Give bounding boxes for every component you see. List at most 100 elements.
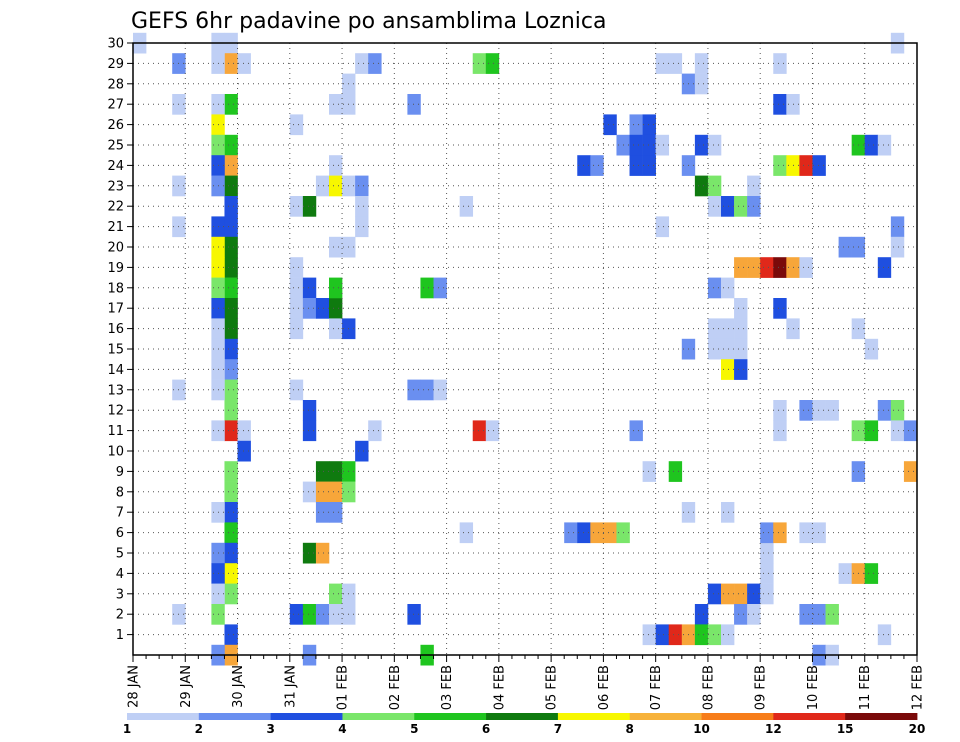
y-tick-label: 13	[107, 383, 124, 398]
heatmap-cell	[407, 379, 421, 401]
heatmap-cell	[864, 338, 879, 360]
legend-swatch	[773, 713, 846, 720]
heatmap-cell	[302, 277, 317, 299]
heatmap-cell	[890, 420, 905, 442]
heatmap-cell	[734, 604, 748, 625]
heatmap-cell	[903, 461, 918, 482]
heatmap-cell	[721, 624, 735, 646]
heatmap-cell	[315, 298, 330, 319]
heatmap-cell	[329, 583, 343, 605]
heatmap-cell	[864, 563, 879, 584]
heatmap-cell	[368, 420, 382, 442]
legend-swatch	[127, 713, 200, 720]
y-tick-label: 25	[107, 139, 124, 154]
heatmap-cell	[329, 94, 343, 115]
x-tick-label: 09 FEB	[754, 665, 769, 710]
heatmap-cell	[734, 318, 748, 340]
heatmap-cell	[224, 502, 238, 523]
heatmap-cell	[760, 583, 774, 605]
heatmap-cell	[642, 155, 656, 176]
heatmap-cell	[734, 359, 748, 380]
heatmap-cell	[224, 298, 238, 319]
heatmap-cell	[734, 298, 748, 319]
heatmap-cell	[642, 461, 656, 482]
heatmap-cell	[799, 257, 813, 278]
heatmap-cell	[224, 481, 238, 503]
heatmap-cell	[329, 481, 343, 503]
heatmap-cell	[655, 624, 670, 646]
heatmap-cell	[812, 400, 826, 421]
heatmap-cell	[224, 359, 238, 380]
heatmap-cell	[224, 53, 238, 74]
heatmap-cell	[668, 461, 683, 482]
heatmap-cell	[890, 216, 905, 238]
y-tick-label: 6	[116, 526, 124, 541]
x-tick-label: 08 FEB	[701, 665, 716, 710]
heatmap-cell	[773, 420, 787, 442]
heatmap-cell	[485, 53, 500, 74]
heatmap-cell	[224, 134, 238, 156]
heatmap-cell	[877, 257, 892, 278]
heatmap-cell	[289, 298, 304, 319]
y-tick-label: 15	[107, 343, 124, 358]
heatmap-cell	[224, 196, 238, 217]
y-tick-label: 14	[107, 363, 124, 378]
heatmap-cell	[407, 604, 421, 625]
legend-swatch	[845, 713, 918, 720]
color-legend: 1 2 3 4 5 6 7 8 10 12 15 20	[123, 713, 925, 736]
heatmap-cell	[329, 318, 343, 340]
heatmap-cell	[420, 277, 434, 299]
heatmap-cell	[302, 420, 317, 442]
heatmap-cell	[224, 583, 238, 605]
heatmap-cell	[734, 583, 748, 605]
heatmap-cell	[773, 400, 787, 421]
heatmap-cell	[773, 94, 787, 115]
heatmap-cell	[721, 359, 735, 380]
heatmap-cell	[890, 400, 905, 421]
heatmap-cell	[485, 420, 500, 442]
heatmap-cell	[368, 53, 382, 74]
x-tick-label: 06 FEB	[597, 665, 612, 710]
heatmap-cell	[734, 196, 748, 217]
heatmap-cell	[237, 53, 251, 74]
heatmap-cell	[289, 604, 304, 625]
heatmap-cell	[760, 563, 774, 584]
y-tick-label: 2	[116, 608, 124, 623]
heatmap-cell	[707, 175, 722, 197]
heatmap-cell	[694, 175, 709, 197]
heatmap-cell	[668, 624, 683, 646]
heatmap-cell	[707, 196, 722, 217]
heatmap-cell	[721, 277, 735, 299]
heatmap-cell	[707, 624, 722, 646]
y-tick-label: 22	[107, 200, 124, 215]
heatmap-cell	[655, 53, 670, 74]
heatmap-cell	[773, 53, 787, 74]
heatmap-cell	[224, 563, 238, 584]
heatmap-cell	[812, 522, 826, 544]
heatmap-cell	[694, 624, 709, 646]
heatmap-cell	[799, 522, 813, 544]
heatmap-cell	[890, 236, 905, 258]
y-tick-label: 9	[116, 465, 124, 480]
y-tick-label: 11	[107, 424, 124, 439]
heatmap-cell	[799, 400, 813, 421]
heatmap-cell	[773, 298, 787, 319]
heatmap-cell	[694, 53, 709, 74]
heatmap-cell	[224, 400, 238, 421]
heatmap-cell	[707, 277, 722, 299]
x-tick-label: 12 FEB	[911, 665, 926, 710]
heatmap-cell	[760, 257, 774, 278]
y-tick-label: 27	[107, 98, 124, 113]
heatmap-cell	[459, 522, 474, 544]
y-tick-label: 24	[107, 159, 124, 174]
heatmap-cell	[329, 604, 343, 625]
heatmap-cell	[329, 461, 343, 482]
heatmap-cell	[734, 257, 748, 278]
heatmap-cell	[315, 542, 330, 564]
heatmap-cell	[629, 134, 643, 156]
legend-swatch	[342, 713, 415, 720]
grid-lines	[132, 42, 918, 655]
heatmap-cell	[694, 134, 709, 156]
heatmap-cell	[224, 522, 238, 544]
